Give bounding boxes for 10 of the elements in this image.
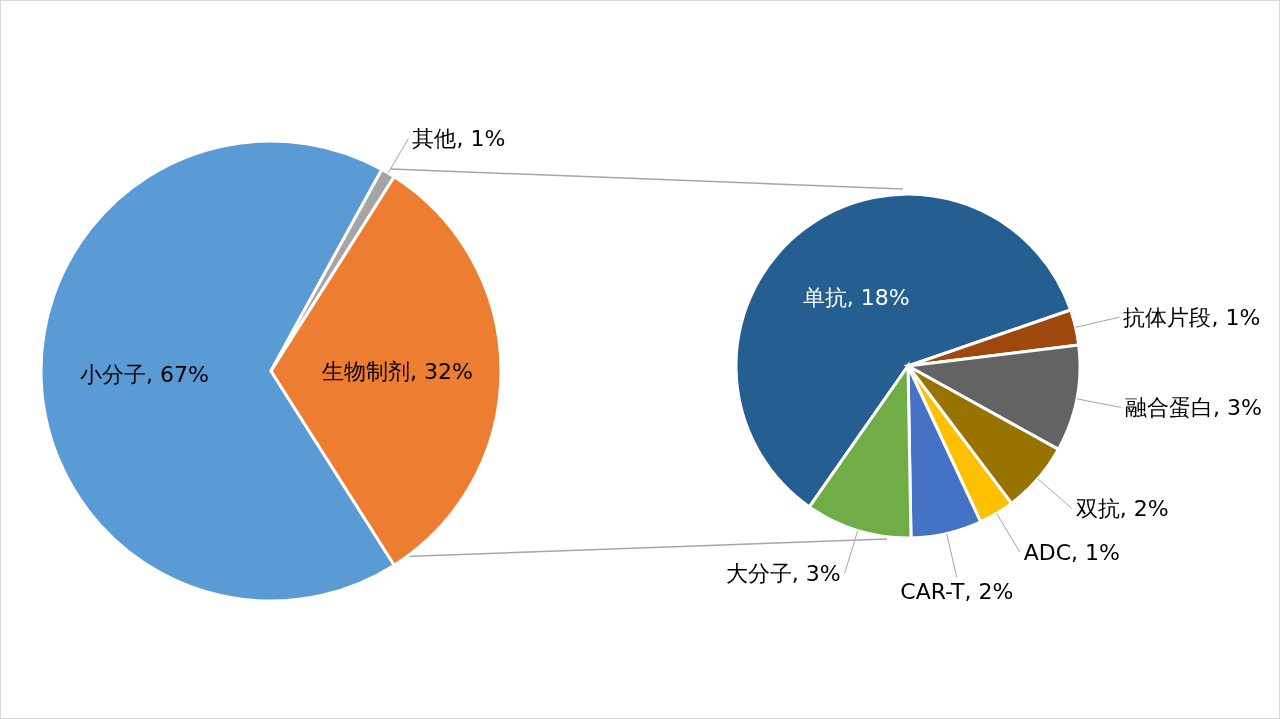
slice-label: CAR-T, 2% [900, 578, 1014, 604]
slice-label: 单抗, 18% [802, 284, 910, 310]
slice-label: ADC, 1% [1023, 539, 1121, 565]
slice-label: 大分子, 3% [725, 561, 841, 587]
slice-label: 其他, 1% [412, 126, 506, 152]
slice-label: 抗体片段, 1% [1123, 304, 1261, 330]
slice-label: 融合蛋白, 3% [1125, 394, 1262, 420]
slice-label: 生物制剂, 32% [322, 358, 473, 384]
slice-label: 小分子, 67% [80, 362, 210, 388]
slice-label: 双抗, 2% [1075, 495, 1169, 521]
